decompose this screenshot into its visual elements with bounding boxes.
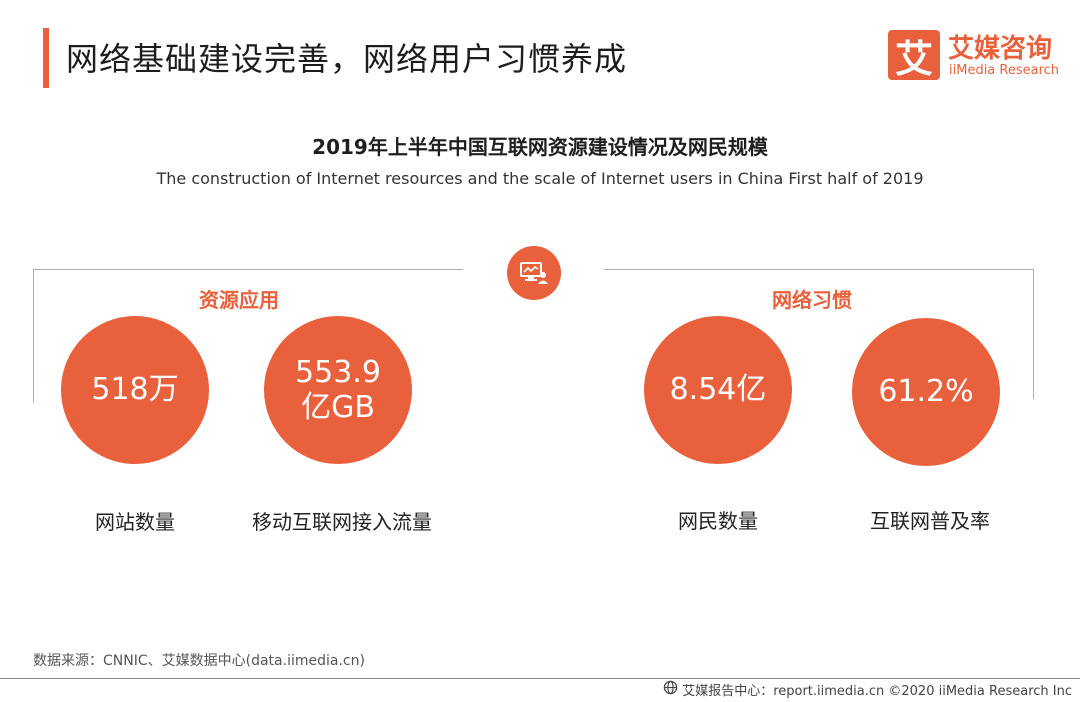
metric-label-penetration: 互联网普及率 xyxy=(870,509,990,533)
footer-copyright: 艾媒报告中心：report.iimedia.cn ©2020 iiMedia R… xyxy=(663,680,1072,699)
section-label-habits: 网络习惯 xyxy=(772,288,852,312)
title-accent-bar xyxy=(43,28,49,88)
section-label-resources: 资源应用 xyxy=(199,288,279,312)
footer-divider xyxy=(0,678,1080,679)
monitor-user-icon xyxy=(507,246,561,300)
metric-label-netizens: 网民数量 xyxy=(678,509,758,533)
metric-value-mobile-traffic: 553.9 亿GB xyxy=(295,354,381,425)
metric-value-netizens: 8.54亿 xyxy=(669,372,767,408)
data-source-note: 数据来源：CNNIC、艾媒数据中心(data.iimedia.cn) xyxy=(33,653,365,669)
logo-en-text: iiMedia Research xyxy=(949,63,1060,78)
metric-value-penetration: 61.2% xyxy=(878,374,974,410)
chart-subtitle: The construction of Internet resources a… xyxy=(156,169,924,188)
metric-label-websites: 网站数量 xyxy=(95,510,175,534)
footer-copyright-text: 艾媒报告中心：report.iimedia.cn ©2020 iiMedia R… xyxy=(682,684,1072,699)
left-section-bracket xyxy=(33,269,463,403)
iimedia-logo: 艾 艾媒咨询 iiMedia Research xyxy=(888,28,1068,84)
chart-title: 2019年上半年中国互联网资源建设情况及网民规模 xyxy=(312,135,768,159)
metric-value-websites: 518万 xyxy=(91,372,179,408)
metric-label-mobile-traffic: 移动互联网接入流量 xyxy=(252,510,432,534)
logo-mark: 艾 xyxy=(888,30,940,81)
page-title: 网络基础建设完善，网络用户习惯养成 xyxy=(66,40,628,78)
right-section-bracket xyxy=(604,269,1034,399)
logo-cn-text: 艾媒咨询 xyxy=(948,34,1053,64)
metric-circle-netizens: 8.54亿 xyxy=(644,316,792,464)
metric-circle-penetration: 61.2% xyxy=(852,318,1000,466)
globe-icon xyxy=(663,680,678,699)
metric-circle-websites: 518万 xyxy=(61,316,209,464)
metric-circle-mobile-traffic: 553.9 亿GB xyxy=(264,316,412,464)
